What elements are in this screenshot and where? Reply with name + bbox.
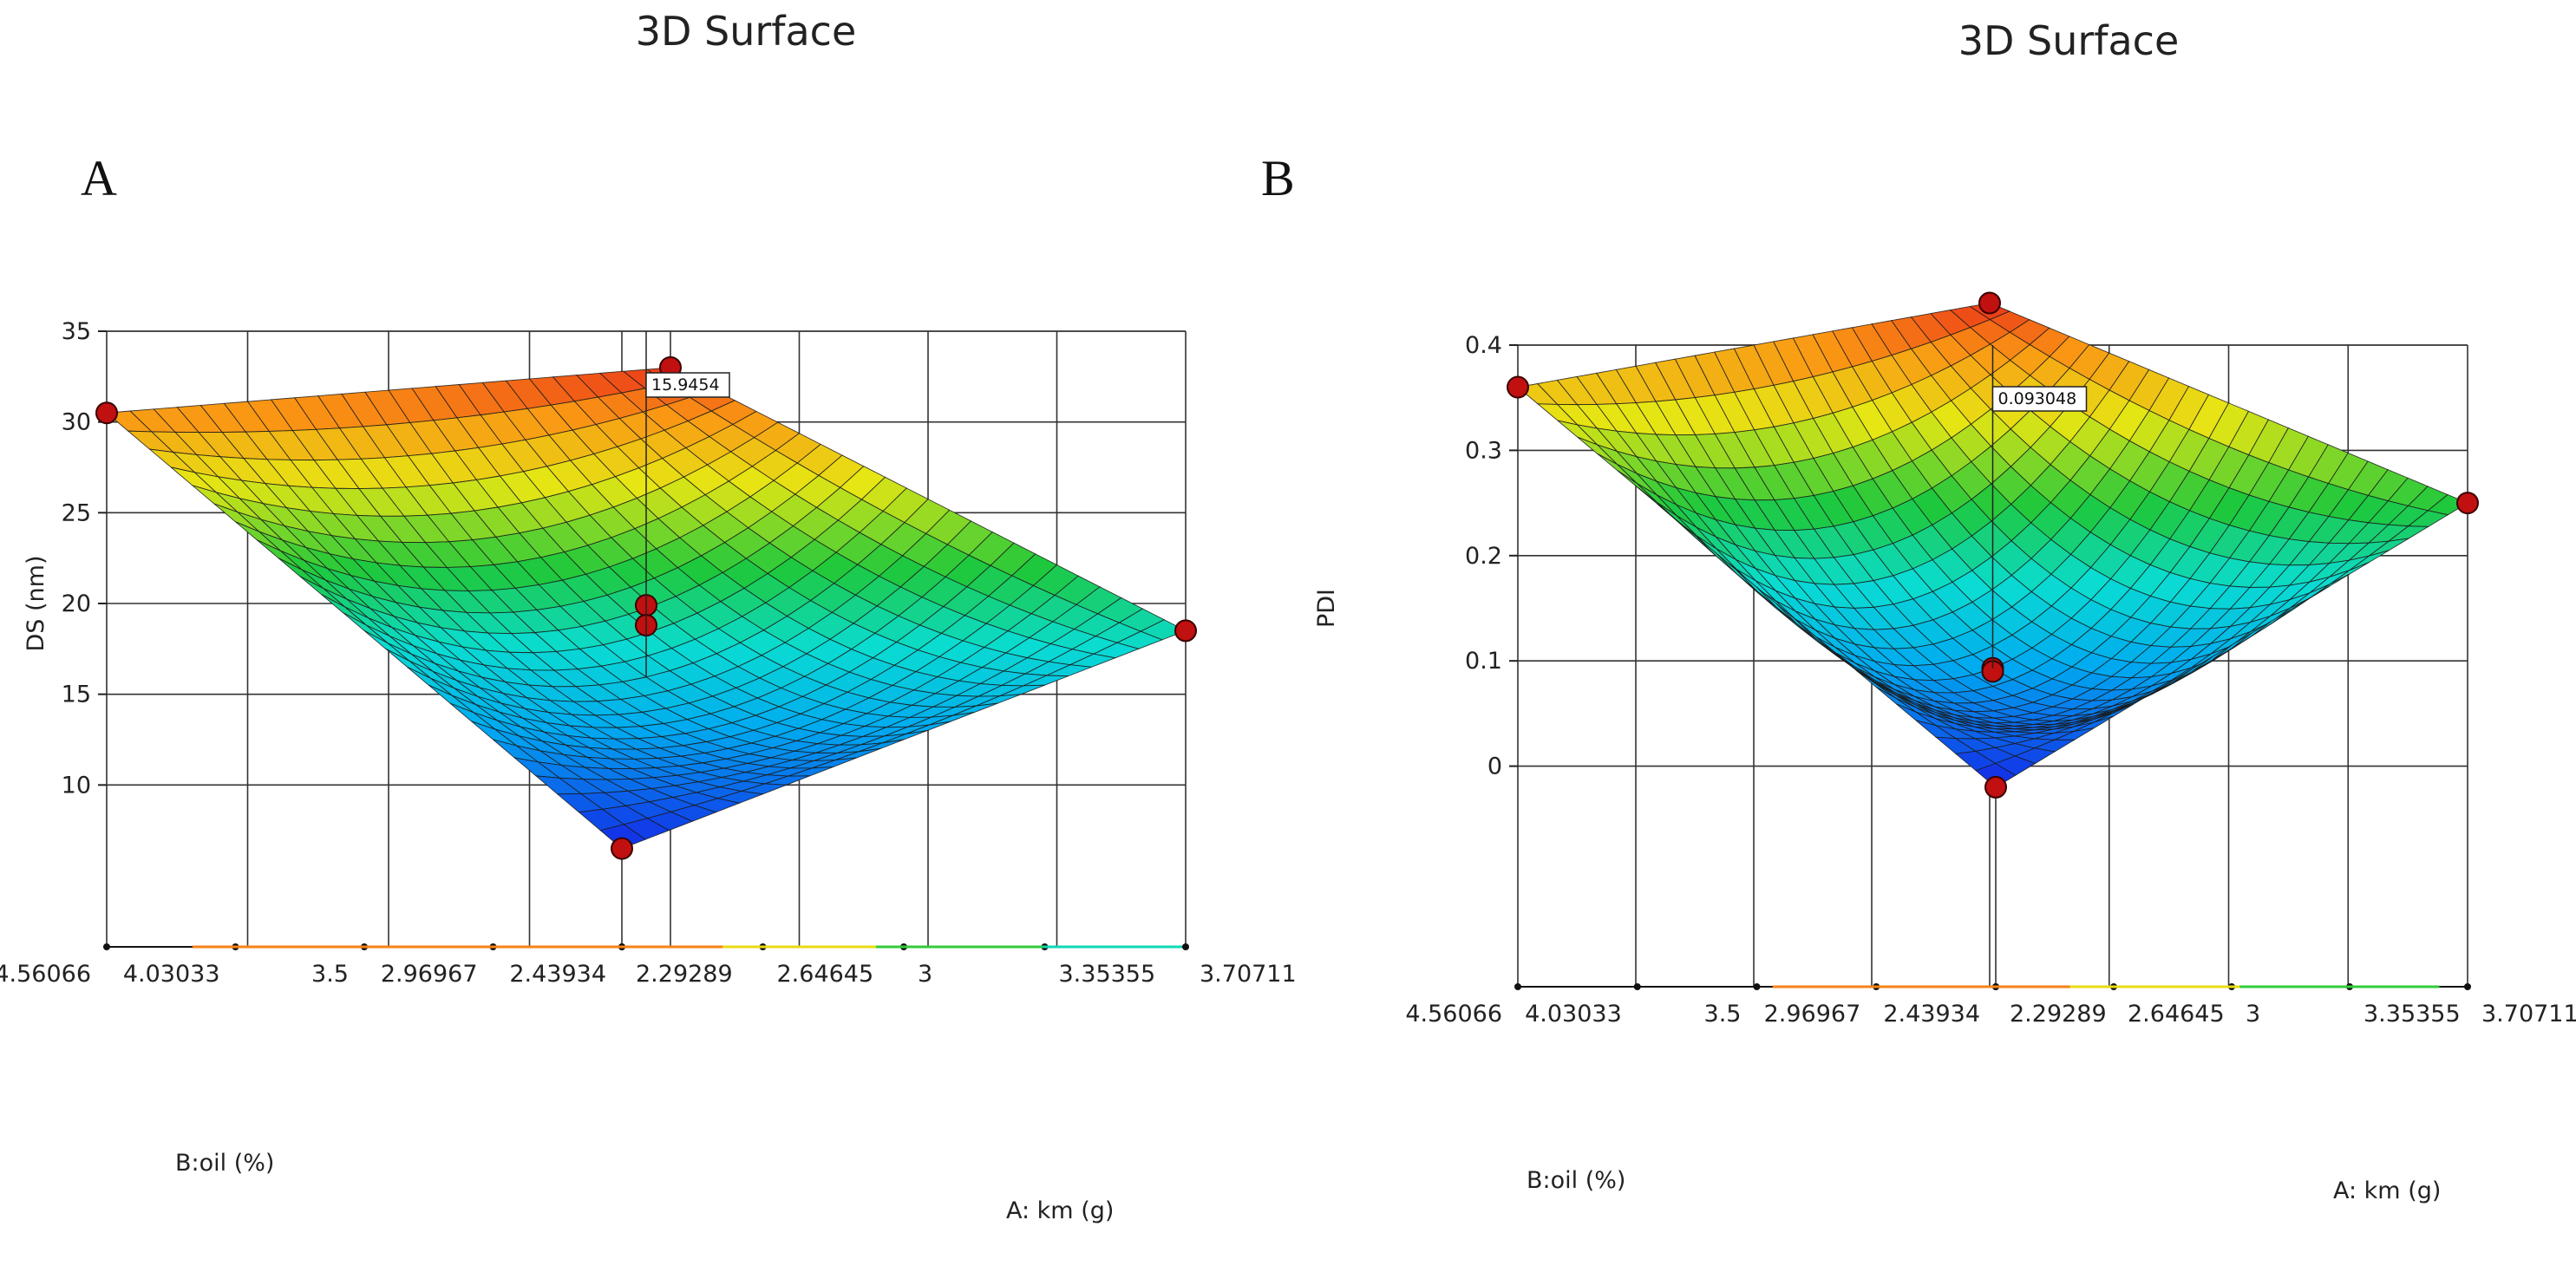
x-tick-label: 3.70711 — [2481, 1001, 2576, 1027]
design-point — [2456, 492, 2479, 515]
x-tick — [1182, 943, 1189, 950]
y-tick-label: 2.96967 — [381, 961, 478, 988]
annotation-box — [1991, 386, 2088, 412]
response-surface — [105, 367, 1187, 850]
x-tick — [2464, 983, 2471, 990]
annotation-text: 0.093048 — [1998, 389, 2077, 408]
x-tick-label: 3.35355 — [2364, 1001, 2461, 1027]
z-tick-label: 0.2 — [1465, 543, 1502, 570]
panel-letter: B — [1261, 150, 1295, 206]
y-tick — [103, 943, 110, 950]
z-tick-label: 25 — [62, 499, 91, 526]
design-point — [1174, 619, 1197, 643]
y-tick-label: 2.43934 — [1883, 1001, 1980, 1027]
x-tick-label: 3 — [2246, 1001, 2260, 1027]
z-axis-label: PDI — [1313, 589, 1340, 628]
y-tick-label: 3.5 — [1704, 1001, 1742, 1027]
surface-cell — [1975, 762, 2017, 788]
x-tick-label: 3 — [918, 961, 932, 988]
y-tick-label: 2.96967 — [1764, 1001, 1861, 1027]
value-annotation: 15.9454 — [645, 331, 730, 677]
panel-letter: A — [81, 150, 117, 206]
design-point — [95, 401, 118, 425]
x-tick-label: 2.29289 — [636, 961, 733, 988]
chart-title: 3D Surface — [1958, 17, 2180, 64]
y-tick — [1514, 983, 1521, 990]
z-tick-label: 20 — [62, 590, 91, 617]
z-tick-label: 0.1 — [1465, 648, 1502, 675]
surface-cell — [599, 824, 647, 850]
z-tick-label: 0 — [1487, 753, 1502, 780]
z-axis-label: DS (nm) — [23, 556, 49, 652]
x-tick-label: 3.35355 — [1059, 961, 1156, 988]
value-annotation: 0.093048 — [1991, 345, 2088, 669]
panel-b: 3D Surface B 0 0.1 0.2 0.3 0.4 PDI 2.29289 2.6464… — [1261, 17, 2576, 1204]
y-tick-label: 3.5 — [311, 961, 349, 988]
x-axis-label: A: km (g) — [1006, 1197, 1114, 1224]
chart-title: 3D Surface — [636, 8, 857, 55]
panel-a: 3D Surface A 10 15 20 25 30 35 DS (nm) 2.29289 2.6… — [0, 8, 1297, 1224]
y-tick-label: 4.56066 — [1405, 1001, 1502, 1027]
design-point — [1978, 291, 2001, 315]
y-axis-label: B:oil (%) — [1527, 1167, 1625, 1194]
annotation-box — [645, 372, 730, 398]
design-point — [1507, 375, 1529, 399]
y-tick-label: 4.03033 — [123, 961, 220, 988]
y-tick — [1753, 983, 1761, 990]
z-tick-label: 30 — [62, 409, 91, 436]
x-axis-label: A: km (g) — [2333, 1177, 2441, 1204]
y-tick-label: 4.56066 — [0, 961, 91, 988]
z-tick-label: 10 — [62, 772, 91, 799]
y-axis-label: B:oil (%) — [175, 1150, 274, 1177]
x-tick-label: 2.29289 — [2010, 1001, 2107, 1027]
z-tick-label: 35 — [62, 318, 91, 345]
response-surface — [1516, 302, 2468, 788]
y-tick-label: 2.43934 — [509, 961, 606, 988]
y-tick-label: 4.03033 — [1525, 1001, 1622, 1027]
design-point — [1984, 775, 2007, 799]
x-tick-label: 2.64645 — [2128, 1001, 2225, 1027]
annotation-text: 15.9454 — [651, 375, 720, 395]
x-tick-label: 2.64645 — [777, 961, 874, 988]
z-tick-label: 15 — [62, 682, 91, 708]
x-tick-label: 3.70711 — [1200, 961, 1297, 988]
design-point — [611, 837, 633, 860]
y-tick — [1633, 983, 1641, 990]
z-tick-label: 0.4 — [1465, 332, 1502, 359]
z-tick-label: 0.3 — [1465, 437, 1502, 464]
